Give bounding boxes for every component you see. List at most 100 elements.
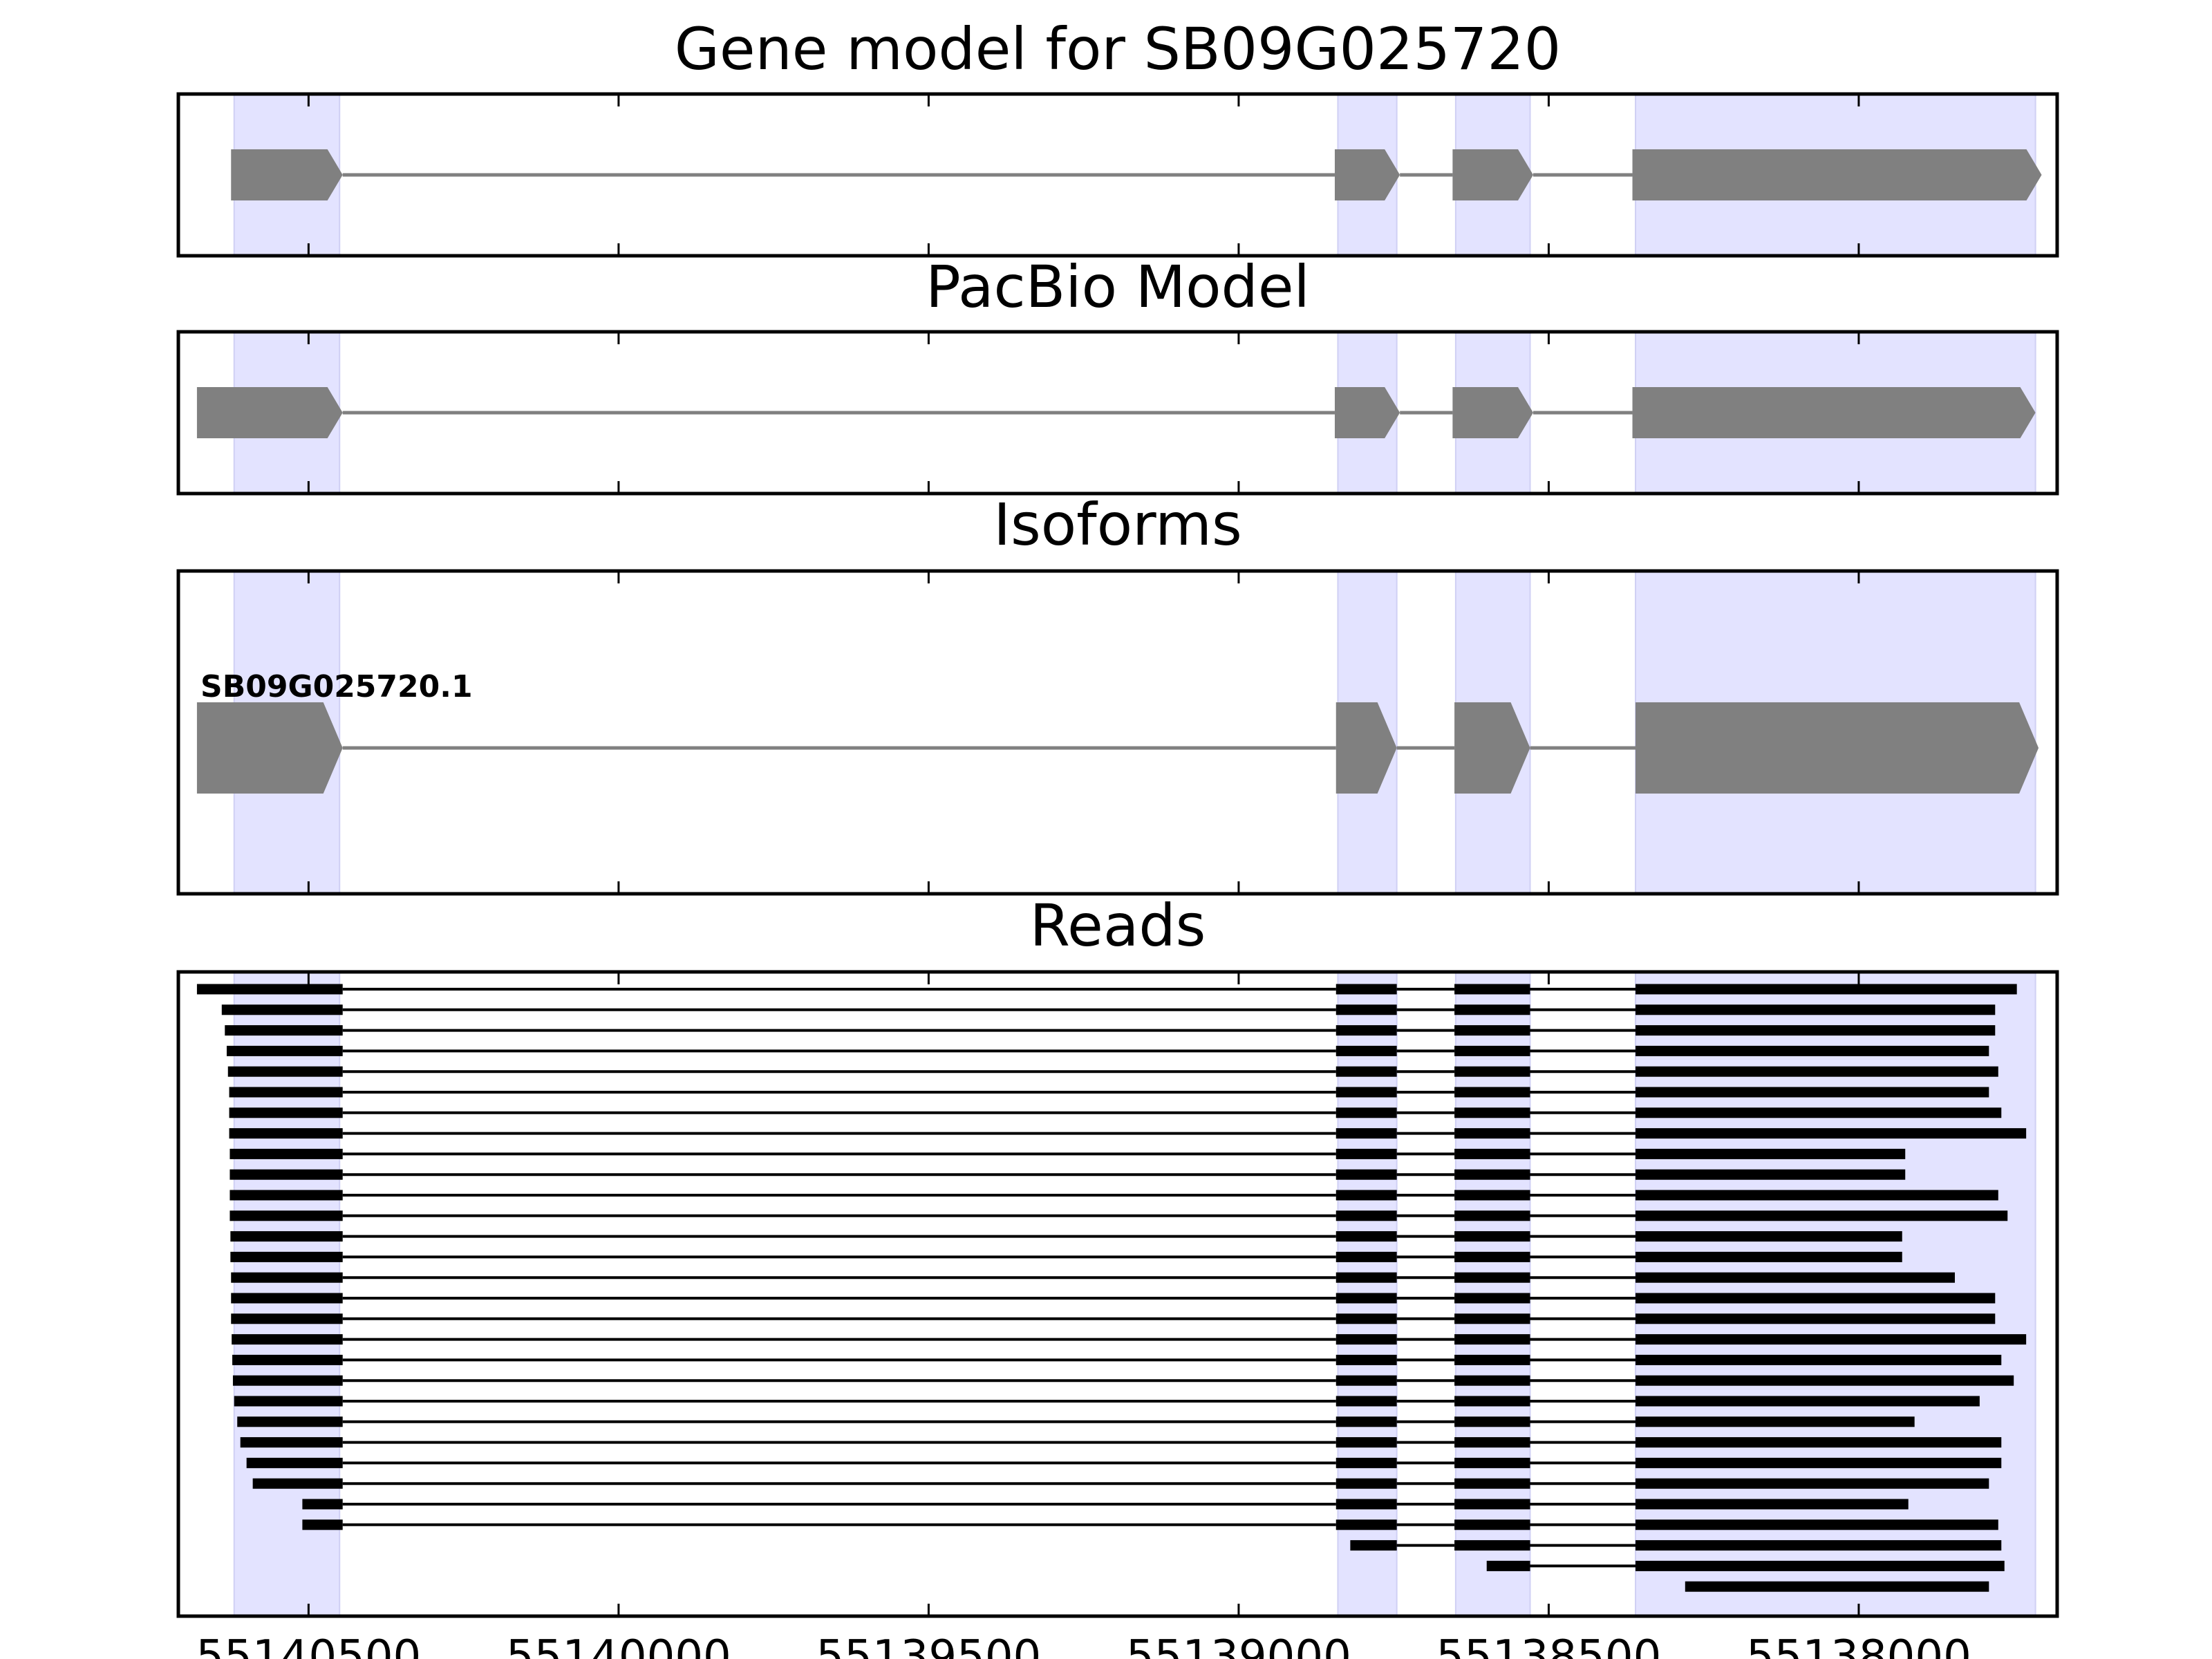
read-block (1635, 984, 2017, 995)
read-block (1454, 1210, 1530, 1221)
x-tick-label: 55139000 (1126, 1631, 1351, 1659)
exon-arrow (231, 149, 343, 200)
read-block (1350, 1540, 1397, 1551)
read-block (302, 1519, 343, 1530)
exon-arrow (1452, 387, 1534, 438)
read-block (1454, 1025, 1530, 1036)
x-tick-label: 55138000 (1746, 1631, 1971, 1659)
panel-title: Gene model for SB09G025720 (675, 15, 1561, 83)
exon-arrow (196, 387, 343, 438)
x-tick-label: 55138500 (1436, 1631, 1662, 1659)
read-block (1635, 1148, 1906, 1159)
read-block (246, 1457, 343, 1468)
panel-plot-area (196, 972, 2036, 1616)
read-block (1335, 1293, 1397, 1304)
read-block (225, 1025, 343, 1036)
panel-plot-area (231, 94, 2042, 256)
panel-1: Gene model for SB09G025720 (176, 15, 2059, 258)
panel-title: Reads (1030, 892, 1206, 959)
read-block (1635, 1560, 2005, 1571)
read-block (1335, 1087, 1397, 1098)
read-block (231, 1272, 343, 1283)
read-block (1635, 1437, 2002, 1448)
read-block (1335, 1499, 1397, 1510)
panel-frame (176, 970, 2059, 1618)
read-block (1335, 1210, 1397, 1221)
panel-frame (176, 92, 2059, 258)
panel-title: Isoforms (993, 491, 1242, 559)
read-block (1635, 1231, 1902, 1242)
read-block (232, 1334, 343, 1345)
read-block (229, 1169, 343, 1180)
exon-arrow (1452, 149, 1534, 200)
x-tick-label: 55140500 (196, 1631, 422, 1659)
exon-arrow (1635, 702, 2039, 794)
read-block (226, 1045, 343, 1056)
read-block (1486, 1560, 1530, 1571)
read-block (1335, 1128, 1397, 1139)
read-block (227, 1066, 343, 1077)
read-block (1635, 1313, 1996, 1324)
read-block (1454, 1334, 1530, 1345)
read-block (1454, 1045, 1530, 1056)
read-block (1635, 1519, 1998, 1530)
read-block (229, 1148, 343, 1159)
read-block (1454, 1416, 1530, 1427)
read-block (1454, 1004, 1530, 1015)
read-block (1454, 1169, 1530, 1180)
read-block (1454, 1457, 1530, 1468)
x-tick-label: 55140000 (506, 1631, 731, 1659)
read-block (229, 1210, 343, 1221)
read-block (1635, 1025, 1996, 1036)
read-block (1454, 1231, 1530, 1242)
exon-arrow (1334, 149, 1400, 200)
read-block (229, 1128, 343, 1139)
read-block (1454, 1437, 1530, 1448)
read-block (230, 1231, 343, 1242)
read-block (1635, 1210, 2008, 1221)
read-block (1454, 1251, 1530, 1262)
panel-plot-area (196, 332, 2036, 494)
read-block (196, 984, 343, 995)
read-block (1454, 1519, 1530, 1530)
read-block (231, 1293, 343, 1304)
read-block (1454, 1190, 1530, 1201)
read-block (1635, 1293, 1996, 1304)
read-block (302, 1499, 343, 1510)
read-block (1454, 1128, 1530, 1139)
read-block (1635, 1045, 1989, 1056)
read-block (1635, 1251, 1902, 1262)
read-block (237, 1416, 343, 1427)
read-block (1335, 1190, 1397, 1201)
exon-arrow (1454, 702, 1530, 794)
exon-arrow (1334, 387, 1400, 438)
read-block (1454, 1087, 1530, 1098)
read-block (1635, 1416, 1915, 1427)
read-block (1335, 1375, 1397, 1386)
read-block (1635, 1190, 1998, 1201)
panel-frame (176, 330, 2059, 496)
read-block (1335, 1334, 1397, 1345)
read-block (1454, 1478, 1530, 1489)
read-block (1335, 1004, 1397, 1015)
read-block (1335, 1519, 1397, 1530)
read-block (1635, 1272, 1955, 1283)
panel-plot-area: SB09G025720.1 (196, 571, 2039, 894)
read-block (1635, 1396, 1980, 1407)
read-block (1335, 1107, 1397, 1118)
read-block (1335, 1272, 1397, 1283)
panel-frame (176, 569, 2059, 896)
read-block (234, 1396, 343, 1407)
read-block (1335, 1457, 1397, 1468)
read-block (1335, 1025, 1397, 1036)
x-tick-label: 55139500 (816, 1631, 1042, 1659)
read-block (1635, 1169, 1906, 1180)
read-block (1685, 1581, 1989, 1592)
read-block (1635, 1004, 1996, 1015)
read-block (252, 1478, 343, 1489)
read-block (1454, 1107, 1530, 1118)
read-block (1454, 984, 1530, 995)
read-block (1335, 1354, 1397, 1365)
read-block (229, 1107, 343, 1118)
